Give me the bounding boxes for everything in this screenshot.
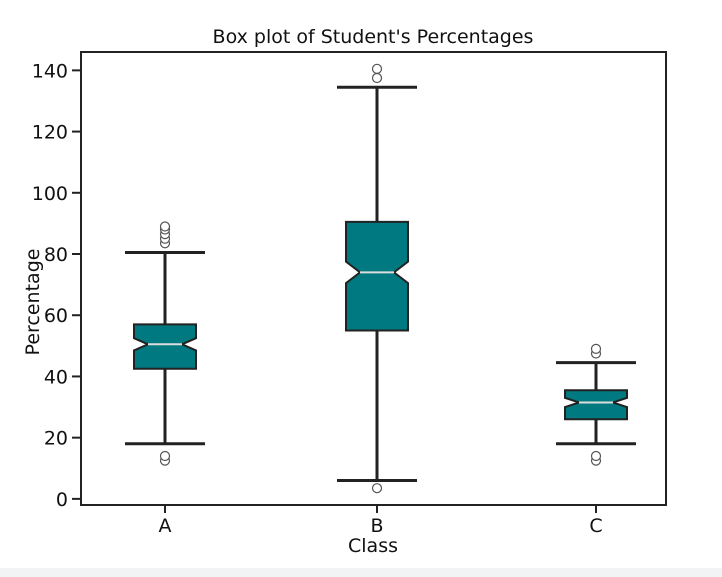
- x-axis: A B C: [159, 505, 603, 537]
- box-c: [556, 343, 636, 466]
- y-tick-label: 60: [44, 305, 68, 327]
- y-tick-label: 80: [44, 244, 68, 266]
- y-axis-label: Percentage: [22, 249, 44, 356]
- y-tick-label: 140: [32, 60, 68, 82]
- box-body: [133, 323, 197, 370]
- box-body: [564, 389, 628, 421]
- y-axis: 0 20 40 60 80 100 120 140: [32, 60, 81, 511]
- outlier-point: [371, 63, 383, 74]
- chart-title: Box plot of Student's Percentages: [213, 26, 534, 48]
- y-tick-label: 120: [32, 122, 68, 144]
- outlier-point: [371, 483, 383, 494]
- outlier-point: [371, 72, 383, 84]
- y-tick-label: 20: [44, 428, 68, 450]
- box-series: [125, 63, 636, 494]
- x-tick-label: C: [589, 515, 602, 537]
- x-tick-label: B: [370, 515, 383, 537]
- bottom-strip: [0, 568, 722, 577]
- outlier-point: [590, 343, 602, 354]
- outlier-point: [159, 221, 171, 232]
- box-body: [345, 220, 409, 332]
- box-a: [125, 221, 205, 466]
- box-b: [337, 63, 417, 494]
- y-tick-label: 0: [56, 489, 68, 511]
- x-axis-label: Class: [348, 535, 398, 557]
- y-tick-label: 100: [32, 183, 68, 205]
- y-tick-label: 40: [44, 366, 68, 388]
- plot-frame: [80, 51, 667, 506]
- x-tick-label: A: [159, 515, 172, 537]
- outlier-point: [159, 450, 171, 462]
- outlier-point: [590, 450, 602, 462]
